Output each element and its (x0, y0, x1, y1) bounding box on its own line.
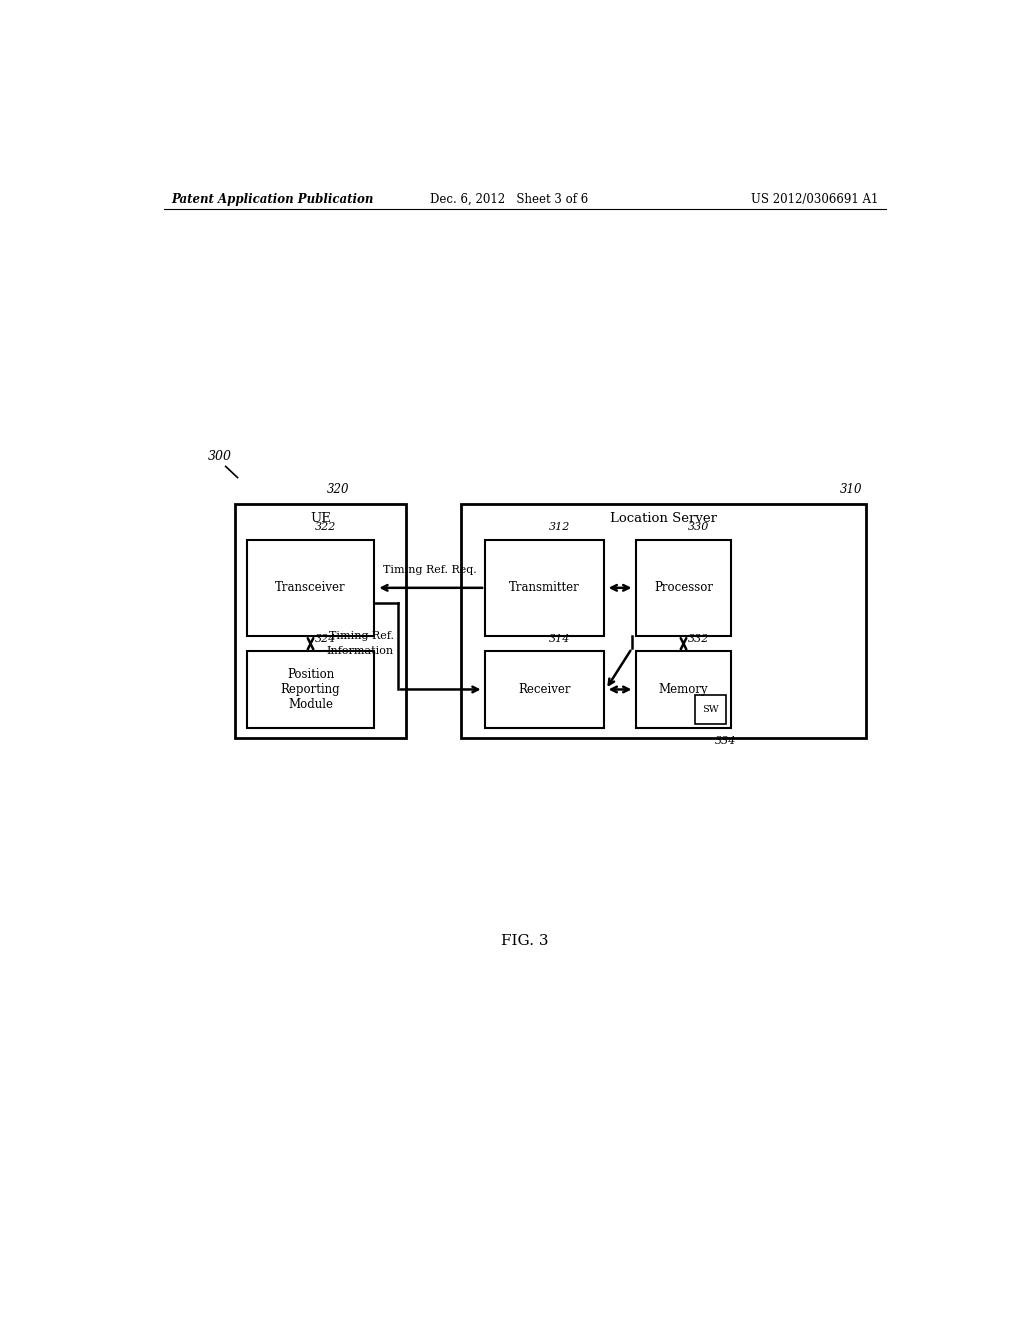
Text: Position
Reporting
Module: Position Reporting Module (281, 668, 340, 711)
Text: Information: Information (327, 647, 394, 656)
Text: 310: 310 (840, 483, 862, 496)
Text: 322: 322 (314, 523, 336, 532)
Bar (247, 651, 374, 727)
Text: 300: 300 (207, 450, 231, 463)
Text: SW: SW (702, 705, 719, 714)
Text: 320: 320 (327, 483, 349, 496)
Bar (636, 540, 731, 636)
Text: Receiver: Receiver (518, 682, 571, 696)
Text: Location Server: Location Server (610, 512, 717, 525)
Text: FIG. 3: FIG. 3 (501, 935, 549, 948)
Bar (247, 540, 374, 636)
Text: Memory: Memory (658, 682, 709, 696)
Text: US 2012/0306691 A1: US 2012/0306691 A1 (751, 193, 878, 206)
Text: 334: 334 (715, 735, 736, 746)
Bar (461, 504, 866, 738)
Text: Transceiver: Transceiver (275, 581, 346, 594)
Bar (236, 504, 406, 738)
Text: Dec. 6, 2012   Sheet 3 of 6: Dec. 6, 2012 Sheet 3 of 6 (430, 193, 588, 206)
Bar (485, 651, 604, 727)
Text: Timing Ref.: Timing Ref. (329, 631, 394, 642)
Text: 314: 314 (549, 634, 570, 644)
Text: Transmitter: Transmitter (509, 581, 580, 594)
Text: Timing Ref. Req.: Timing Ref. Req. (383, 565, 476, 574)
Text: Processor: Processor (654, 581, 713, 594)
Bar (695, 696, 726, 723)
Text: Patent Application Publication: Patent Application Publication (172, 193, 374, 206)
Bar (485, 540, 604, 636)
Bar (636, 651, 731, 727)
Text: 330: 330 (687, 523, 709, 532)
Text: UE: UE (310, 512, 331, 525)
Text: 332: 332 (687, 634, 709, 644)
Text: 324: 324 (314, 634, 336, 644)
Text: 312: 312 (549, 523, 570, 532)
